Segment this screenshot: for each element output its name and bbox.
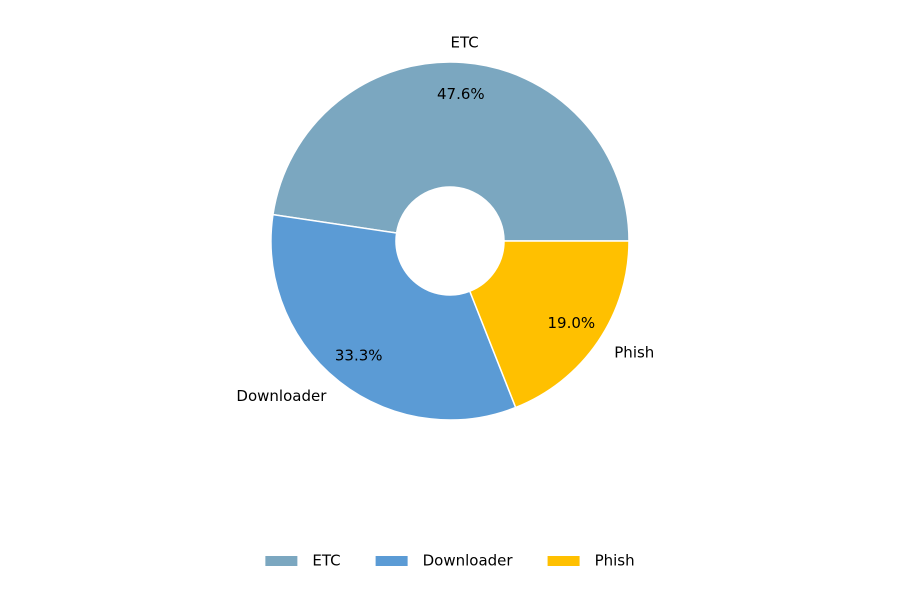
category-label: Downloader xyxy=(236,387,327,405)
legend-label: Downloader xyxy=(423,552,514,570)
legend-label: Phish xyxy=(595,552,635,570)
value-label: 19.0% xyxy=(548,314,596,332)
slice xyxy=(272,61,630,242)
slice xyxy=(270,213,517,421)
legend-label: ETC xyxy=(312,552,340,570)
legend-swatch xyxy=(547,556,580,566)
legend-swatch xyxy=(265,556,298,566)
value-label: 47.6% xyxy=(437,85,485,103)
legend-swatch xyxy=(375,556,408,566)
value-label: 33.3% xyxy=(335,346,383,364)
category-label: Phish xyxy=(614,343,654,361)
category-label: ETC xyxy=(451,33,479,51)
slice xyxy=(468,240,630,409)
